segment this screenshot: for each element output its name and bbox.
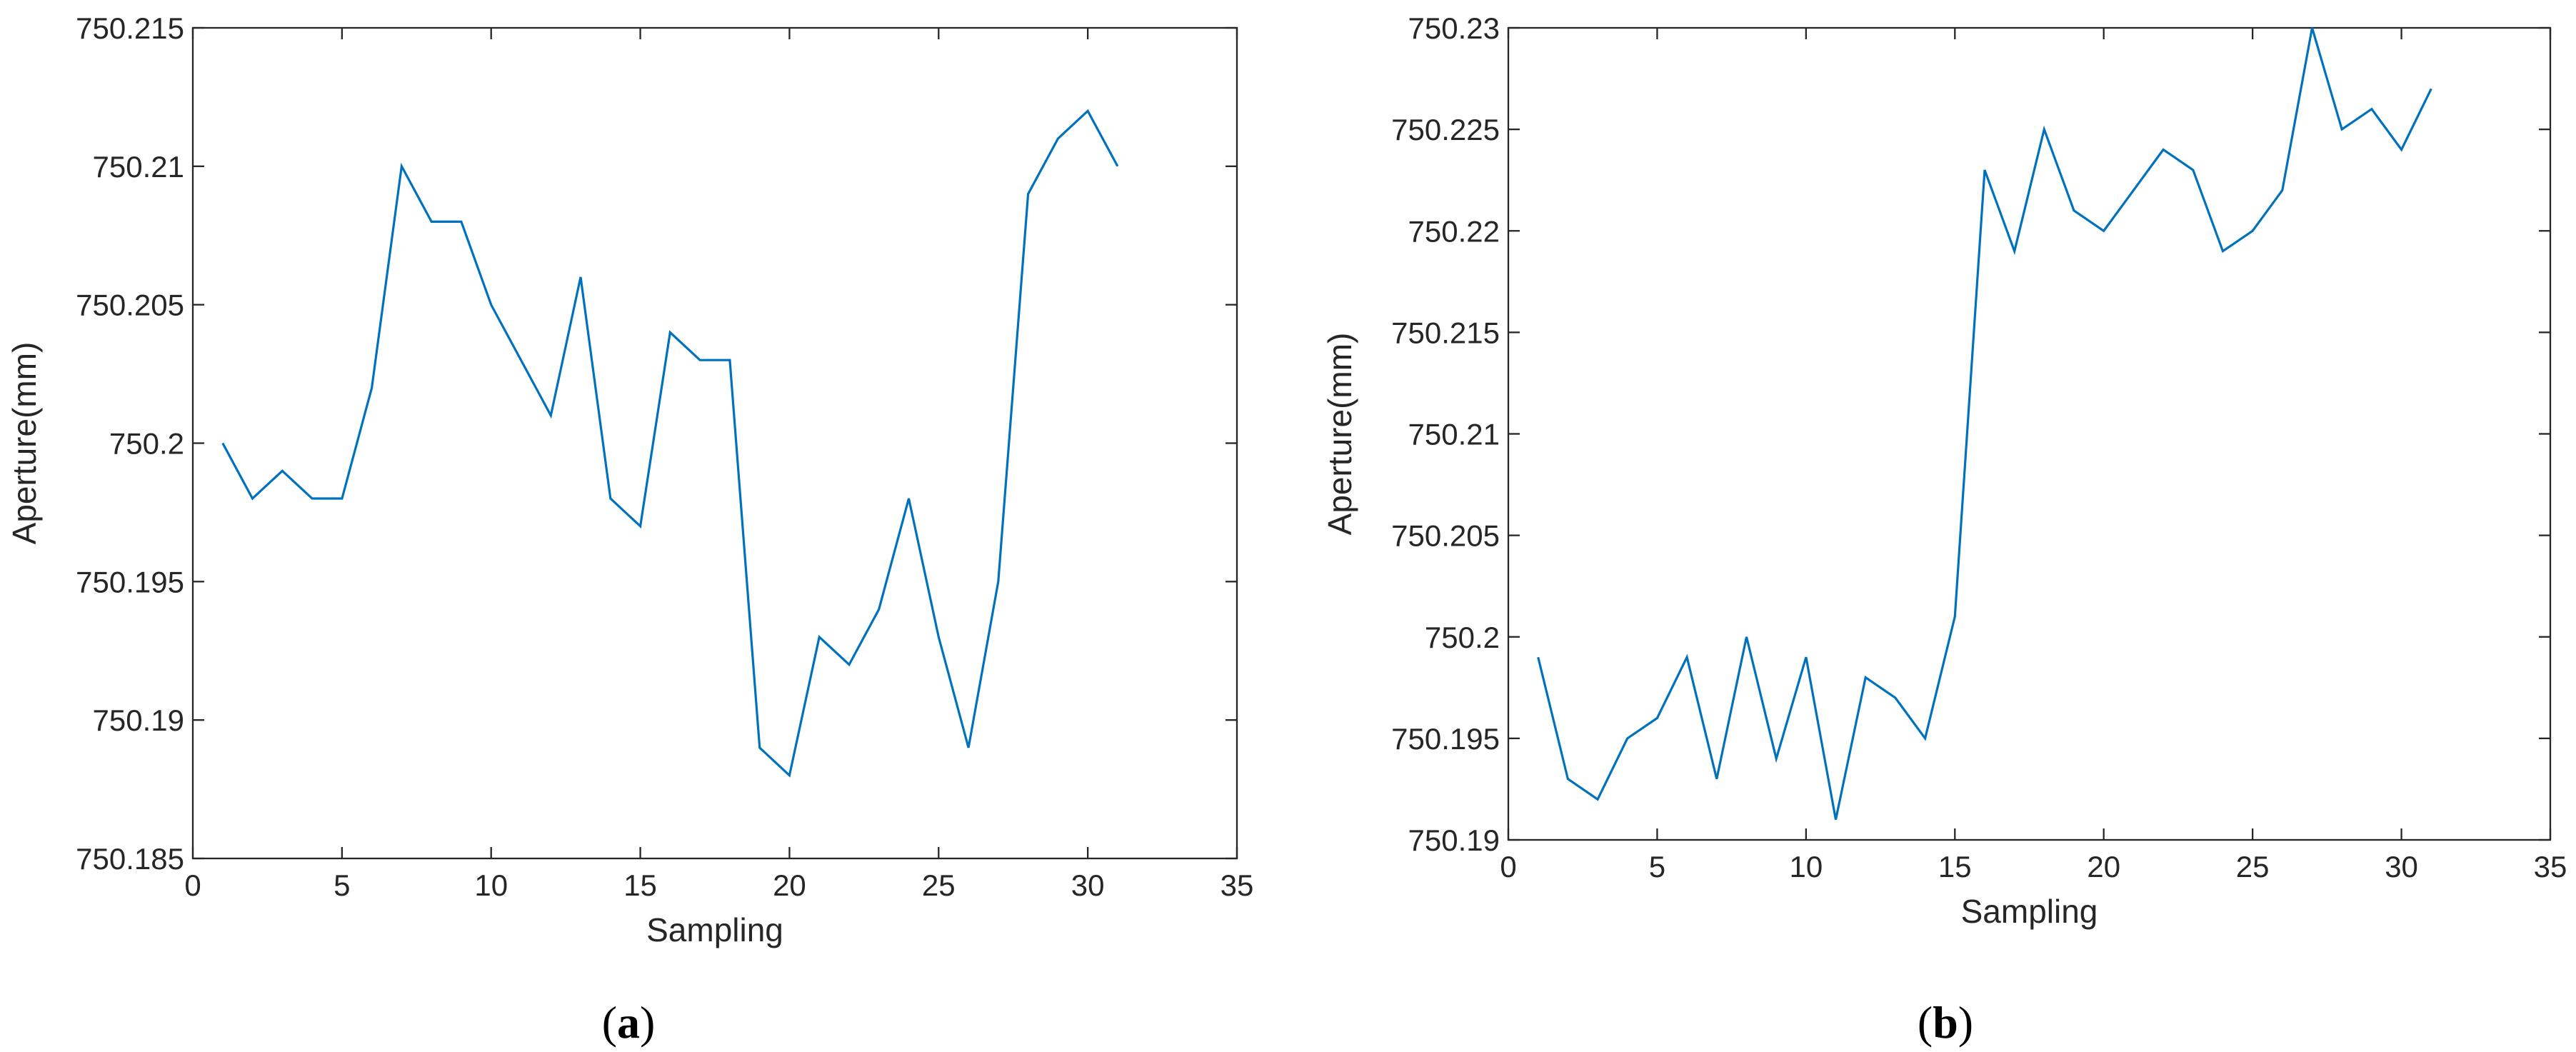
x-tick-label: 10 xyxy=(474,868,508,902)
y-tick-label: 750.185 xyxy=(76,842,184,876)
x-tick-label: 5 xyxy=(334,868,350,902)
y-axis-title: Aperture(mm) xyxy=(6,342,43,545)
y-tick-label: 750.205 xyxy=(1391,519,1500,553)
y-tick-label: 750.19 xyxy=(93,703,184,737)
plot-frame xyxy=(191,26,1238,860)
plot-frame xyxy=(1507,26,2552,841)
y-tick-label: 750.195 xyxy=(76,565,184,598)
x-axis-title: Sampling xyxy=(646,911,783,948)
y-tick-label: 750.21 xyxy=(1408,418,1500,451)
y-tick-label: 750.215 xyxy=(76,11,184,45)
y-tick-label: 750.19 xyxy=(1408,823,1500,857)
chart-panel-a: 0 5 10 15 20 25 30 35 750.185 750.19 750.195 750.2 7… xyxy=(6,11,1253,1048)
x-tick-label: 10 xyxy=(1789,850,1823,883)
x-tick-label: 0 xyxy=(1500,850,1516,883)
y-tick-label: 750.2 xyxy=(109,427,184,461)
panel-caption: (a) xyxy=(602,997,656,1048)
x-tick-label: 35 xyxy=(2534,850,2567,883)
y-axis-title: Aperture(mm) xyxy=(1321,333,1358,536)
series-line xyxy=(1537,27,2432,820)
panel-caption-letter: b xyxy=(1933,997,1958,1048)
x-tick-label: 15 xyxy=(1938,850,1972,883)
x-tick-label: 30 xyxy=(1071,868,1105,902)
x-tick-label: 0 xyxy=(184,868,201,902)
y-tick-label: 750.23 xyxy=(1408,11,1500,45)
panel-caption: (b) xyxy=(1918,997,1973,1048)
y-tick-label: 750.225 xyxy=(1391,113,1500,146)
chart-panel-b: 0 5 10 15 20 25 30 35 750.19 750.195 750.2 750.205 7… xyxy=(1321,11,2567,1048)
x-tick-label: 20 xyxy=(2087,850,2120,883)
y-tick-label: 750.22 xyxy=(1408,214,1500,248)
y-tick-label: 750.21 xyxy=(93,150,184,184)
x-tick-label: 25 xyxy=(2236,850,2270,883)
y-tick-label: 750.195 xyxy=(1391,722,1500,756)
x-tick-label: 25 xyxy=(922,868,956,902)
series-line xyxy=(221,109,1119,778)
panel-caption-letter: a xyxy=(617,997,640,1048)
y-tick-label: 750.205 xyxy=(76,289,184,322)
x-tick-label: 5 xyxy=(1649,850,1665,883)
x-tick-label: 35 xyxy=(1221,868,1254,902)
y-tick-label: 750.2 xyxy=(1425,621,1500,654)
x-tick-label: 15 xyxy=(623,868,657,902)
x-tick-label: 20 xyxy=(773,868,806,902)
y-tick-label: 750.215 xyxy=(1391,316,1500,349)
x-tick-label: 30 xyxy=(2385,850,2418,883)
x-axis-title: Sampling xyxy=(1961,893,2098,930)
